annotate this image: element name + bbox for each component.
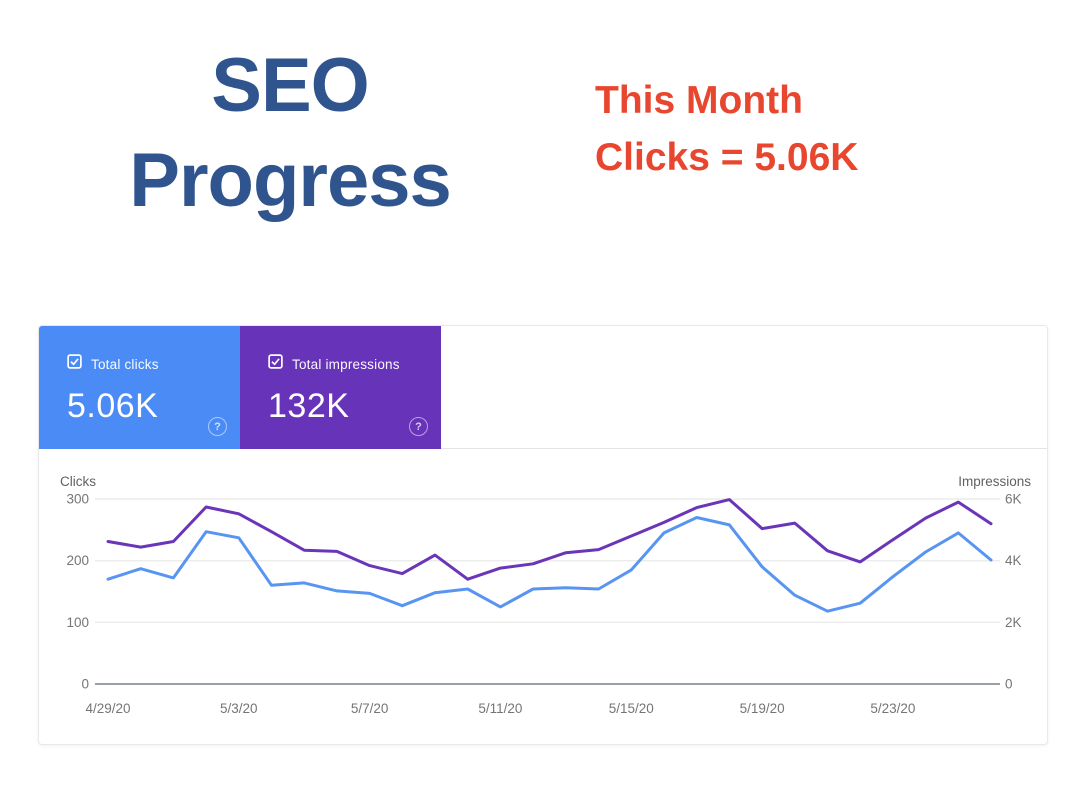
x-axis-date-label: 4/29/20: [85, 701, 130, 716]
total-clicks-card[interactable]: Total clicks 5.06K ?: [39, 326, 240, 449]
metric-cards-row: Total clicks 5.06K ? Total impressions 1…: [39, 326, 1047, 449]
x-axis-date-label: 5/3/20: [220, 701, 258, 716]
search-console-performance-card: Total clicks 5.06K ? Total impressions 1…: [38, 325, 1048, 745]
help-icon[interactable]: ?: [409, 417, 428, 436]
checkbox-checked-icon[interactable]: [268, 354, 283, 374]
total-clicks-value: 5.06K: [67, 387, 159, 425]
x-axis-date-label: 5/23/20: [870, 701, 915, 716]
right-axis-tick-label: 4K: [1005, 553, 1022, 568]
this-month-clicks-annotation: This Month Clicks = 5.06K: [595, 79, 859, 180]
total-clicks-line[interactable]: [106, 516, 993, 613]
x-axis-date-label: 5/7/20: [351, 701, 389, 716]
left-axis-tick-label: 200: [66, 553, 89, 568]
left-axis-title: Clicks: [60, 474, 96, 489]
left-axis-tick-label: 0: [81, 677, 89, 692]
help-icon[interactable]: ?: [208, 417, 227, 436]
checkbox-checked-icon[interactable]: [67, 354, 82, 374]
metric-label: Total clicks: [91, 356, 159, 372]
total-impressions-line[interactable]: [106, 498, 993, 581]
x-axis-date-label: 5/15/20: [609, 701, 654, 716]
right-axis-title: Impressions: [958, 474, 1031, 489]
x-axis-date-label: 5/19/20: [740, 701, 785, 716]
right-axis-tick-label: 0: [1005, 677, 1013, 692]
left-axis-tick-label: 300: [66, 492, 89, 507]
seo-performance-chart[interactable]: 0 0 100 2K 200 4K 300 6K Clicks Impressions 4/29/2…: [39, 450, 1047, 744]
total-impressions-value: 132K: [268, 387, 350, 425]
right-axis-tick-label: 2K: [1005, 615, 1022, 630]
page-title: SEO Progress: [129, 43, 452, 223]
total-impressions-card[interactable]: Total impressions 132K ?: [240, 326, 441, 449]
x-axis-date-label: 5/11/20: [478, 701, 522, 716]
left-axis-tick-label: 100: [66, 615, 89, 630]
metric-label: Total impressions: [292, 356, 400, 372]
right-axis-tick-label: 6K: [1005, 492, 1022, 507]
